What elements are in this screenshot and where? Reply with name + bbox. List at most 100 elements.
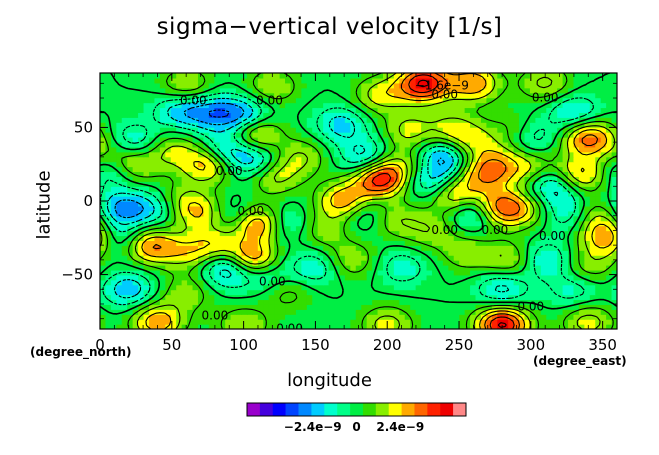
field-cell	[208, 191, 215, 197]
field-cell	[399, 245, 406, 251]
field-cell	[192, 122, 199, 128]
field-cell	[170, 97, 177, 104]
field-cell	[306, 151, 313, 158]
field-cell	[557, 235, 564, 241]
field-cell	[486, 97, 493, 104]
field-cell	[480, 127, 487, 133]
field-cell	[241, 304, 248, 310]
field-cell	[236, 82, 243, 89]
field-cell	[513, 97, 520, 104]
field-cell	[312, 146, 319, 153]
field-cell	[399, 97, 406, 104]
field-cell	[334, 210, 341, 217]
field-cell	[192, 132, 199, 138]
field-cell	[252, 250, 259, 256]
field-cell	[568, 309, 575, 315]
field-cell	[459, 92, 466, 99]
field-cell	[540, 151, 547, 158]
field-cell	[159, 77, 166, 84]
field-cell	[459, 314, 466, 320]
field-cell	[334, 166, 341, 173]
field-cell	[568, 205, 575, 212]
field-cell	[317, 215, 324, 222]
field-cell	[486, 107, 493, 113]
field-cell	[219, 171, 226, 177]
field-cell	[464, 176, 471, 182]
field-cell	[246, 324, 253, 329]
field-cell	[519, 205, 526, 212]
field-cell	[170, 304, 177, 310]
field-cell	[143, 205, 150, 212]
field-cell	[295, 146, 302, 153]
field-cell	[246, 230, 253, 237]
field-cell	[519, 279, 526, 286]
field-cell	[421, 166, 428, 173]
field-cell	[584, 225, 591, 232]
field-cell	[562, 309, 569, 315]
field-cell	[393, 112, 400, 118]
field-cell	[187, 265, 194, 271]
field-cell	[519, 274, 526, 281]
field-cell	[393, 210, 400, 217]
field-cell	[110, 186, 117, 192]
field-cell	[372, 260, 379, 266]
field-cell	[410, 265, 417, 271]
field-cell	[181, 210, 188, 217]
field-cell	[328, 309, 335, 315]
field-cell	[257, 299, 264, 305]
field-cell	[127, 324, 134, 329]
field-cell	[334, 107, 341, 113]
field-cell	[497, 284, 504, 291]
field-cell	[181, 230, 188, 237]
field-cell	[350, 265, 357, 271]
field-cell	[312, 127, 319, 133]
field-cell	[399, 186, 406, 192]
field-cell	[159, 309, 166, 315]
field-cell	[192, 137, 199, 143]
field-cell	[497, 73, 504, 79]
field-cell	[148, 82, 156, 89]
field-cell	[410, 102, 417, 109]
field-cell	[519, 166, 526, 173]
field-cell	[197, 127, 204, 133]
field-cell	[475, 274, 482, 281]
field-cell	[573, 250, 580, 256]
field-cell	[176, 304, 183, 310]
field-cell	[442, 151, 449, 158]
field-cell	[317, 161, 324, 168]
field-cell	[110, 265, 117, 271]
field-cell	[241, 73, 248, 79]
field-cell	[132, 132, 139, 138]
field-cell	[263, 171, 270, 177]
field-cell	[203, 324, 210, 329]
field-cell	[600, 284, 607, 291]
field-cell	[268, 215, 275, 222]
field-cell	[551, 161, 558, 168]
field-cell	[290, 82, 297, 89]
field-cell	[606, 97, 613, 104]
field-cell	[535, 294, 542, 301]
field-cell	[491, 279, 498, 286]
field-cell	[355, 196, 362, 202]
field-cell	[355, 215, 362, 222]
field-cell	[241, 97, 248, 104]
field-cell	[464, 122, 471, 128]
field-cell	[382, 102, 390, 109]
field-cell	[154, 319, 161, 325]
field-cell	[578, 77, 585, 84]
field-cell	[274, 151, 281, 158]
field-cell	[159, 112, 166, 118]
field-cell	[328, 284, 335, 291]
field-cell	[252, 112, 259, 118]
field-cell	[448, 122, 455, 128]
field-cell	[116, 166, 123, 173]
field-cell	[295, 161, 302, 168]
field-cell	[350, 284, 357, 291]
field-cell	[535, 112, 542, 118]
field-cell	[132, 161, 139, 168]
field-cell	[100, 141, 107, 148]
field-cell	[350, 73, 357, 79]
field-cell	[557, 269, 564, 276]
field-cell	[421, 107, 428, 113]
field-cell	[372, 102, 379, 109]
